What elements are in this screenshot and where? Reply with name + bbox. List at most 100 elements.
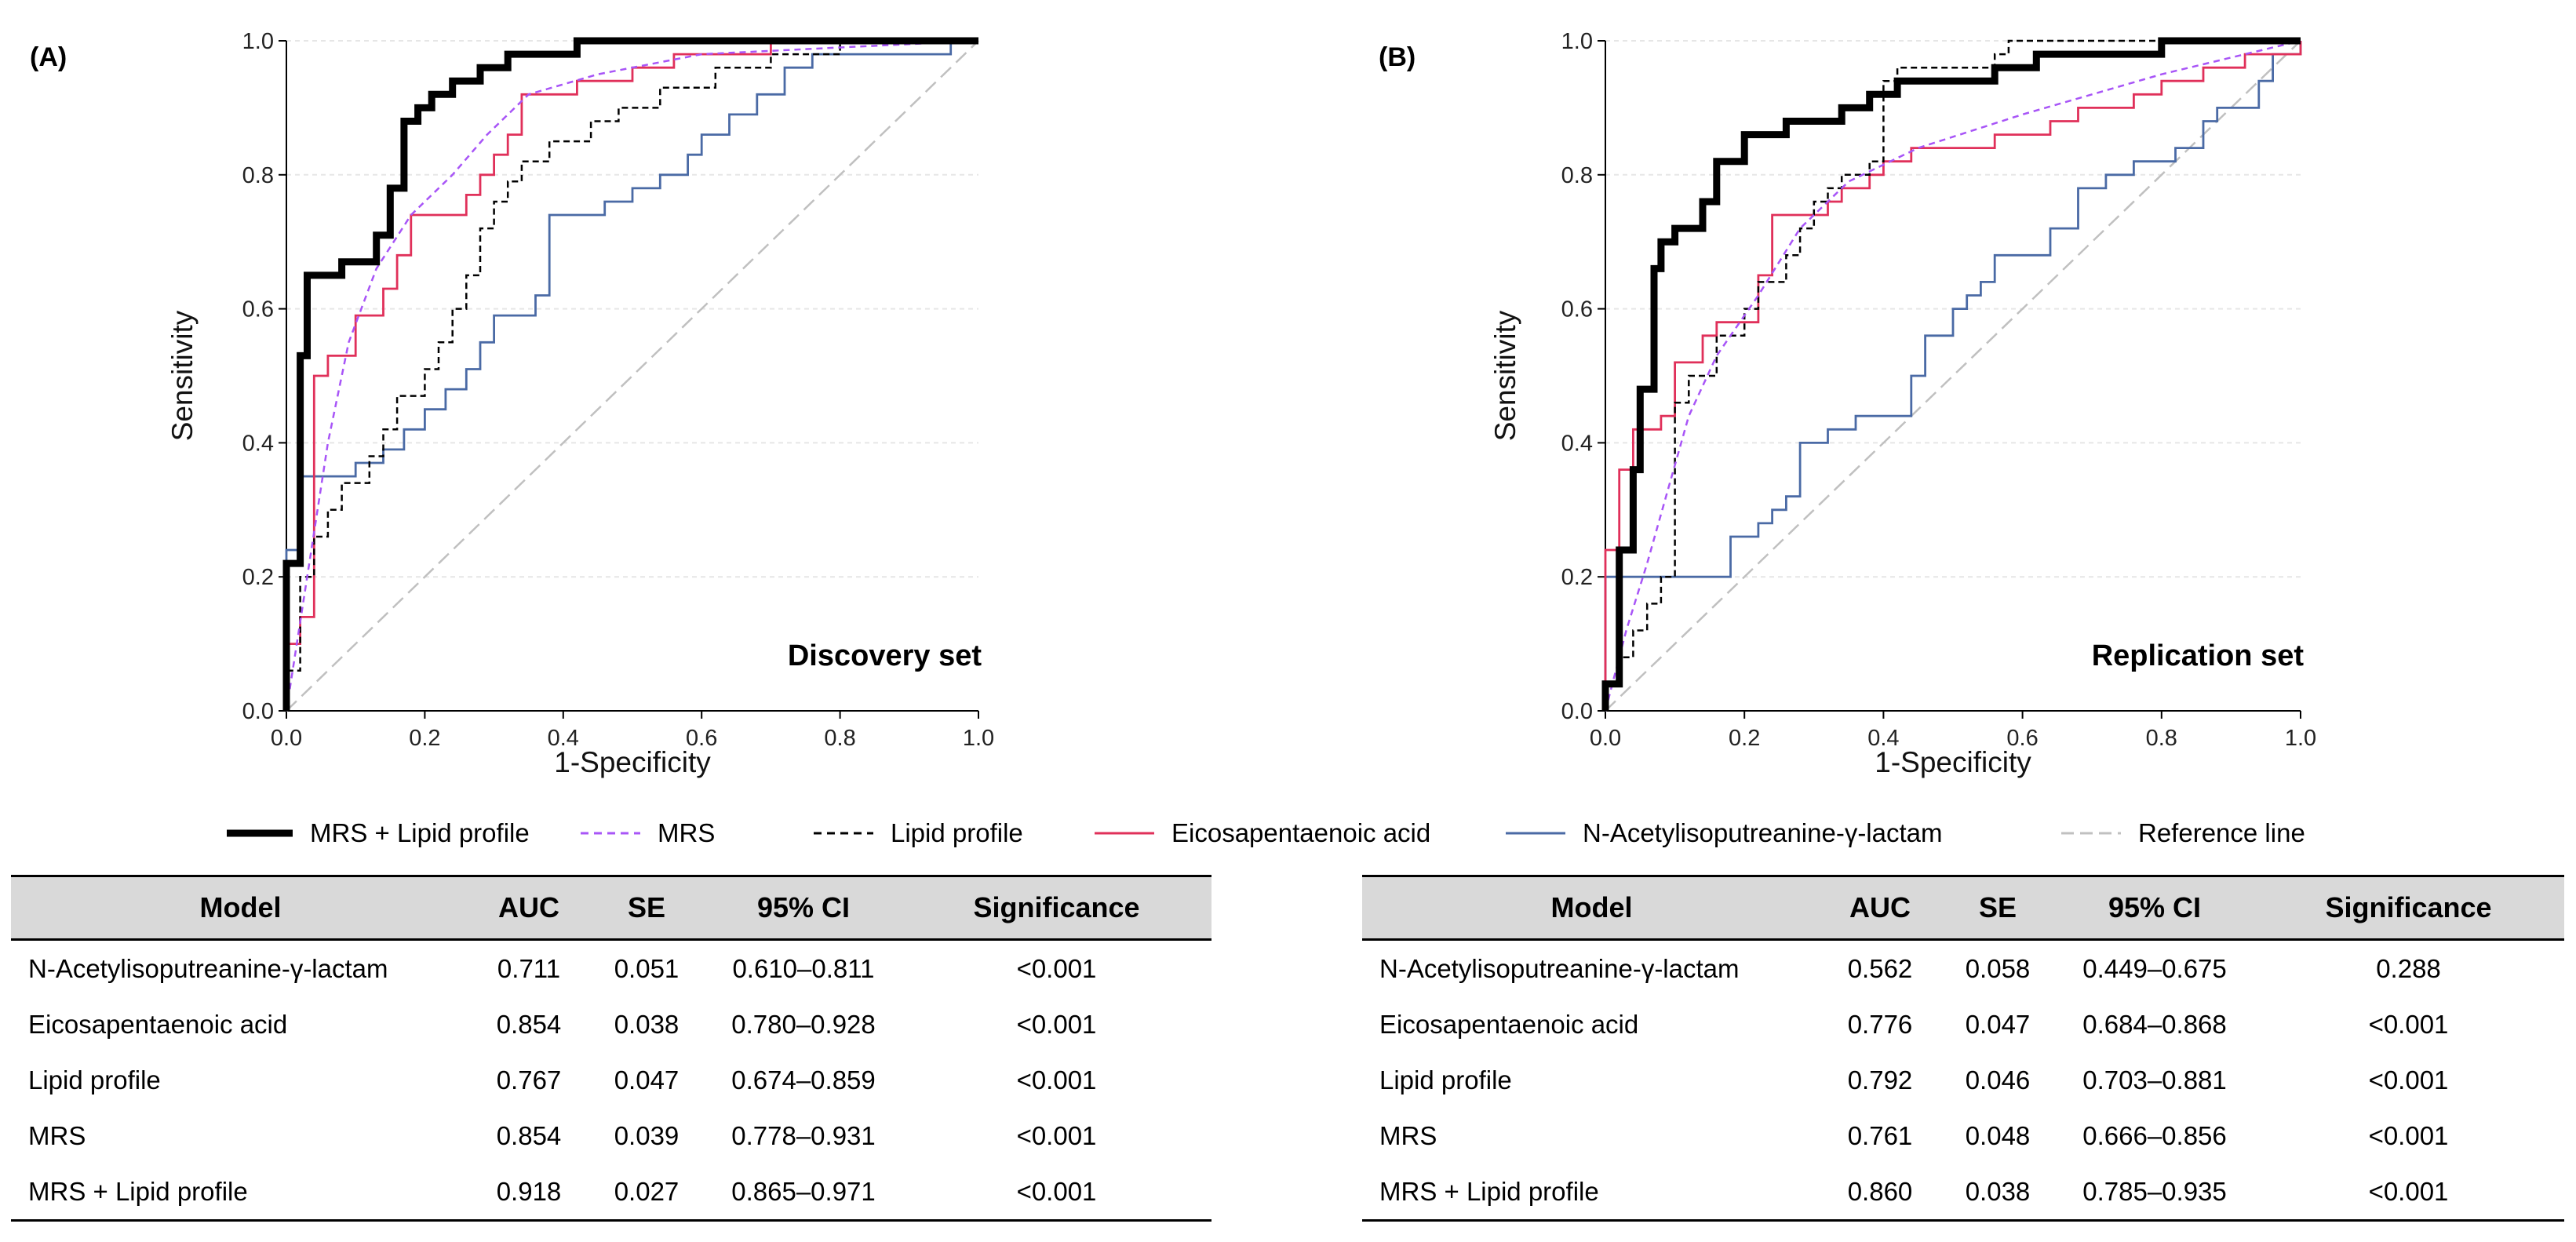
cell-se: 0.051 — [614, 953, 680, 983]
cell-se: 0.046 — [1965, 1065, 2031, 1094]
table-header-row: Model AUC SE 95% CI Significance — [1362, 876, 2564, 940]
cell-significance: <0.001 — [1016, 953, 1097, 983]
table-row: N-Acetylisoputreanine-γ-lactam 0.562 0.058… — [1362, 940, 2564, 997]
chart-legend: MRS + Lipid profile MRS Lipid profile Ei… — [0, 808, 2576, 858]
cell-significance: <0.001 — [2368, 1120, 2449, 1150]
x-tick-label: 0.2 — [1729, 726, 1760, 751]
cell-auc: 0.854 — [496, 1120, 562, 1150]
header-ci: 95% CI — [2057, 876, 2253, 940]
table-row: Eicosapentaenoic acid 0.776 0.047 0.684–0.8… — [1362, 996, 2564, 1052]
y-tick-label: 0.4 — [242, 431, 274, 456]
x-tick-label: 0.6 — [686, 726, 717, 751]
auc-table-discovery: Model AUC SE 95% CI Significance N-Acety… — [11, 875, 1211, 1222]
table-row: Lipid profile 0.767 0.047 0.674–0.859 <0.001 — [11, 1052, 1211, 1108]
y-tick-label: 0.2 — [242, 565, 274, 590]
table-row: MRS 0.854 0.039 0.778–0.931 <0.001 — [11, 1108, 1211, 1164]
cell-se: 0.047 — [1965, 1009, 2031, 1039]
chart-title: Discovery set — [788, 639, 982, 672]
cell-ci: 0.865–0.971 — [731, 1176, 876, 1206]
x-tick-label: 0.6 — [2006, 726, 2038, 751]
cell-model: Lipid profile — [1379, 1065, 1512, 1094]
table-row: MRS + Lipid profile 0.918 0.027 0.865–0.971… — [11, 1164, 1211, 1221]
cell-model: MRS + Lipid profile — [1379, 1176, 1599, 1206]
table-row: N-Acetylisoputreanine-γ-lactam 0.711 0.051… — [11, 940, 1211, 997]
roc-curve-epa — [1604, 41, 2302, 711]
cell-se: 0.048 — [1965, 1120, 2031, 1150]
legend-label-lipid: Lipid profile — [891, 818, 1023, 847]
cell-auc: 0.792 — [1847, 1065, 1913, 1094]
header-ci: 95% CI — [705, 876, 902, 940]
y-tick-label: 1.0 — [1561, 29, 1593, 54]
table-row: MRS 0.761 0.048 0.666–0.856 <0.001 — [1362, 1108, 2564, 1164]
cell-model: N-Acetylisoputreanine-γ-lactam — [1379, 953, 1740, 983]
cell-model: Eicosapentaenoic acid — [1379, 1009, 1639, 1039]
y-tick-label: 0.0 — [242, 699, 274, 724]
y-axis-title: Sensitivity — [1489, 310, 1521, 441]
legend-swatch-epa — [1095, 832, 1154, 835]
cell-significance: <0.001 — [2368, 1009, 2449, 1039]
cell-se: 0.027 — [614, 1176, 680, 1206]
roc-curve-lipid — [285, 39, 978, 711]
cell-ci: 0.778–0.931 — [731, 1120, 876, 1150]
table-header-row: Model AUC SE 95% CI Significance — [11, 876, 1211, 940]
header-model: Model — [1362, 876, 1821, 940]
x-tick-label: 1.0 — [963, 726, 994, 751]
cell-model: MRS — [1379, 1120, 1437, 1150]
x-tick-label: 0.8 — [824, 726, 855, 751]
panel-label: (A) — [30, 42, 67, 72]
table-row: MRS + Lipid profile 0.860 0.038 0.785–0.935… — [1362, 1164, 2564, 1221]
x-tick-label: 0.4 — [548, 726, 579, 751]
cell-ci: 0.666–0.856 — [2082, 1120, 2227, 1150]
cell-auc: 0.860 — [1847, 1176, 1913, 1206]
cell-ci: 0.610–0.811 — [732, 953, 875, 983]
header-se: SE — [588, 876, 705, 940]
y-tick-label: 0.8 — [242, 163, 274, 188]
header-auc: AUC — [1821, 876, 1939, 940]
cell-se: 0.038 — [1965, 1176, 2031, 1206]
legend-label-epa: Eicosapentaenoic acid — [1171, 818, 1431, 847]
cell-model: MRS — [28, 1120, 86, 1150]
cell-significance: <0.001 — [1016, 1009, 1097, 1039]
roc-curve-mrs — [285, 39, 979, 712]
cell-auc: 0.854 — [496, 1009, 562, 1039]
x-axis-title: 1-Specificity — [554, 746, 711, 778]
y-tick-label: 0.8 — [1561, 163, 1593, 188]
legend-item-lipid: Lipid profile — [812, 814, 1023, 852]
legend-item-nacetyl: N-Acetylisoputreanine-γ-lactam — [1504, 814, 1943, 852]
x-tick-label: 0.0 — [1590, 726, 1621, 751]
legend-label-mrs-lipid: MRS + Lipid profile — [310, 818, 530, 847]
x-axis-title: 1-Specificity — [1875, 746, 2031, 778]
legend-item-epa: Eicosapentaenoic acid — [1093, 814, 1430, 852]
cell-ci: 0.780–0.928 — [731, 1009, 876, 1039]
x-tick-label: 1.0 — [2285, 726, 2316, 751]
x-tick-label: 0.0 — [271, 726, 302, 751]
cell-ci: 0.684–0.868 — [2082, 1009, 2227, 1039]
y-tick-label: 0.6 — [242, 297, 274, 322]
cell-auc: 0.767 — [496, 1065, 562, 1094]
cell-model: Eicosapentaenoic acid — [28, 1009, 288, 1039]
cell-significance: <0.001 — [1016, 1120, 1097, 1150]
y-tick-label: 1.0 — [242, 29, 274, 54]
legend-swatch-nacetyl — [1506, 832, 1565, 835]
y-tick-label: 0.0 — [1561, 699, 1593, 724]
roc-curve-lipid — [1604, 39, 2301, 711]
table-row: Eicosapentaenoic acid 0.854 0.038 0.780–0.9… — [11, 996, 1211, 1052]
cell-se: 0.038 — [614, 1009, 680, 1039]
auc-table-replication: Model AUC SE 95% CI Significance N-Acety… — [1362, 875, 2564, 1222]
cell-model: Lipid profile — [28, 1065, 161, 1094]
cell-auc: 0.918 — [496, 1176, 562, 1206]
roc-curve-nacetyl — [1604, 41, 2302, 711]
roc-curve-mrs-lipid — [282, 37, 978, 711]
y-axis-title: Sensitivity — [166, 310, 199, 441]
legend-swatch-mrs — [581, 832, 640, 835]
legend-label-reference: Reference line — [2138, 818, 2305, 847]
roc-curve-mrs-lipid — [1601, 37, 2301, 711]
roc-chart-discovery: 0.0 0.2 0.4 0.6 0.8 1.0 0.0 0.2 0.4 0.6 0.8 1.0 1-Sp… — [30, 29, 994, 778]
legend-swatch-mrs-lipid — [227, 829, 293, 837]
cell-significance: <0.001 — [1016, 1176, 1097, 1206]
cell-ci: 0.449–0.675 — [2082, 953, 2227, 983]
cell-model: N-Acetylisoputreanine-γ-lactam — [28, 953, 388, 983]
cell-auc: 0.711 — [497, 953, 561, 983]
cell-significance: <0.001 — [2368, 1065, 2449, 1094]
cell-se: 0.047 — [614, 1065, 680, 1094]
